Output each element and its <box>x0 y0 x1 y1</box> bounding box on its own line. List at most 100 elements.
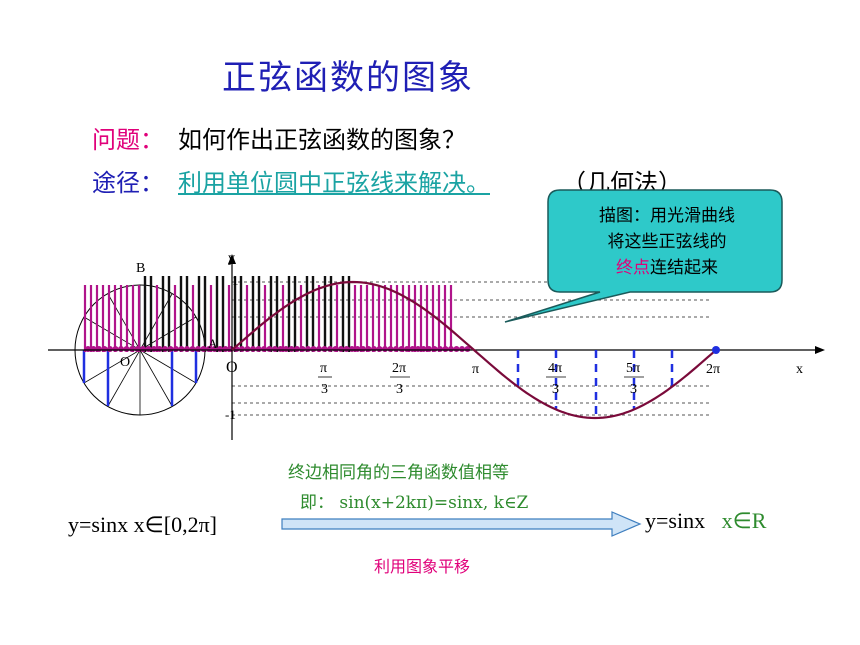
callout-line1: 描图：用光滑曲线 <box>599 206 735 226</box>
transfer-dot <box>327 346 333 352</box>
transfer-dot <box>426 346 432 352</box>
transfer-dot <box>343 346 350 352</box>
transfer-dot <box>382 346 388 352</box>
transfer-dot <box>151 346 157 352</box>
tick-4pi3-num: 4π <box>548 361 562 376</box>
page-title: 正弦函数的图象 <box>222 58 474 98</box>
transfer-dot <box>255 346 262 352</box>
question-label: 问题： <box>92 126 164 154</box>
tick-pi3-num: π <box>320 361 327 376</box>
transfer-dot <box>288 346 295 352</box>
transfer-dot <box>239 346 245 352</box>
transfer-dot <box>250 346 256 352</box>
tick-2pi: 2π <box>706 362 720 377</box>
circle-sine-lines <box>82 350 198 406</box>
right-equation-func: y=sinx <box>645 508 706 533</box>
transfer-dot <box>409 346 416 352</box>
tick-5pi3-den: 3 <box>630 382 637 397</box>
transfer-dot <box>167 346 174 352</box>
transfer-dot <box>244 346 251 352</box>
periodicity-formula: 即： sin(x+2kπ)=sinx, k∈Z <box>300 493 529 513</box>
transfer-dot <box>178 346 185 352</box>
end-point <box>712 346 720 354</box>
transfer-dot <box>338 346 344 352</box>
transfer-dot <box>453 346 460 352</box>
transfer-dot <box>442 346 449 352</box>
transfer-dot <box>387 346 394 352</box>
transfer-dot <box>145 346 152 352</box>
tick-4pi3-den: 3 <box>552 382 559 397</box>
callout-line3: 连结起来 <box>650 258 718 278</box>
transfer-dot <box>101 346 108 352</box>
transfer-dot <box>261 346 267 352</box>
main-origin-label: O <box>226 359 238 376</box>
callout-text: 描图：用光滑曲线 将这些正弦线的 终点连结起来 <box>548 203 786 281</box>
transfer-dot <box>156 346 163 352</box>
transfer-dot <box>134 346 141 352</box>
transfer-dot <box>404 346 410 352</box>
transfer-dot <box>200 346 207 352</box>
point-a-label: A <box>208 336 218 351</box>
transfer-dot <box>398 346 405 352</box>
circle-origin-label: O <box>120 355 130 370</box>
sine-line-transfer <box>83 276 471 352</box>
tick-pi: π <box>472 362 479 377</box>
transfer-dot <box>129 346 135 352</box>
tick-pi3-den: 3 <box>321 382 328 397</box>
transfer-dot <box>85 346 91 352</box>
left-equation: y=sinx x∈[0,2π] <box>68 512 218 537</box>
dashed-sine-lines <box>516 350 674 415</box>
transfer-dot <box>173 346 179 352</box>
transfer-dot <box>90 346 97 352</box>
transfer-dot <box>118 346 124 352</box>
callout-line2: 将这些正弦线的 <box>607 232 727 252</box>
same-terminal-note: 终边相同角的三角函数值相等 <box>288 463 509 483</box>
transfer-dot <box>321 346 328 352</box>
tick-5pi3-num: 5π <box>626 361 640 376</box>
transfer-dot <box>272 346 278 352</box>
method-link[interactable]: 利用单位圆中正弦线来解决。 <box>178 169 490 197</box>
x-axis-arrow <box>815 346 825 354</box>
transfer-dot <box>365 346 372 352</box>
method-label: 途径： <box>92 169 164 197</box>
guide-lines <box>232 281 710 416</box>
transfer-dot <box>266 346 273 352</box>
transfer-dot <box>349 346 355 352</box>
right-equation: y=sinx x∈R <box>645 508 766 534</box>
transfer-dot <box>448 346 454 352</box>
y-axis-arrow <box>228 254 236 264</box>
transfer-dot <box>371 346 377 352</box>
transfer-dot <box>305 346 311 352</box>
y-axis-label: y <box>228 251 235 266</box>
sine-curve <box>231 280 717 420</box>
transfer-dot <box>96 346 102 352</box>
transfer-dot <box>195 346 201 352</box>
transfer-dot <box>112 346 119 352</box>
transfer-dot <box>459 346 465 352</box>
point-b-label: B <box>136 261 145 276</box>
translation-note: 利用图象平移 <box>374 557 471 576</box>
transfer-dot <box>107 346 113 352</box>
transfer-dot <box>360 346 366 352</box>
right-equation-domain: x∈R <box>721 508 767 533</box>
callout-bubble <box>504 189 783 323</box>
transfer-dot <box>283 346 289 352</box>
transfer-dot <box>310 346 317 352</box>
transfer-dot <box>277 346 284 352</box>
question-text: 如何作出正弦函数的图象？ <box>178 126 466 154</box>
transfer-dot <box>123 346 130 352</box>
transfer-dot <box>415 346 421 352</box>
x-axis-label: x <box>796 362 803 377</box>
y-one-label: 1 <box>232 273 239 288</box>
transfer-dot <box>376 346 383 352</box>
tick-2pi3-den: 3 <box>396 382 403 397</box>
transfer-dot <box>316 346 322 352</box>
transfer-dot <box>437 346 443 352</box>
translate-arrow <box>281 511 642 537</box>
transfer-dot <box>222 346 229 352</box>
transfer-dot <box>162 346 168 352</box>
transfer-dot <box>184 346 190 352</box>
transfer-dot <box>217 346 223 352</box>
transfer-dot <box>294 346 300 352</box>
